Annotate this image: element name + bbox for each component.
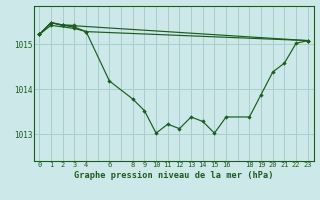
X-axis label: Graphe pression niveau de la mer (hPa): Graphe pression niveau de la mer (hPa) bbox=[74, 171, 273, 180]
